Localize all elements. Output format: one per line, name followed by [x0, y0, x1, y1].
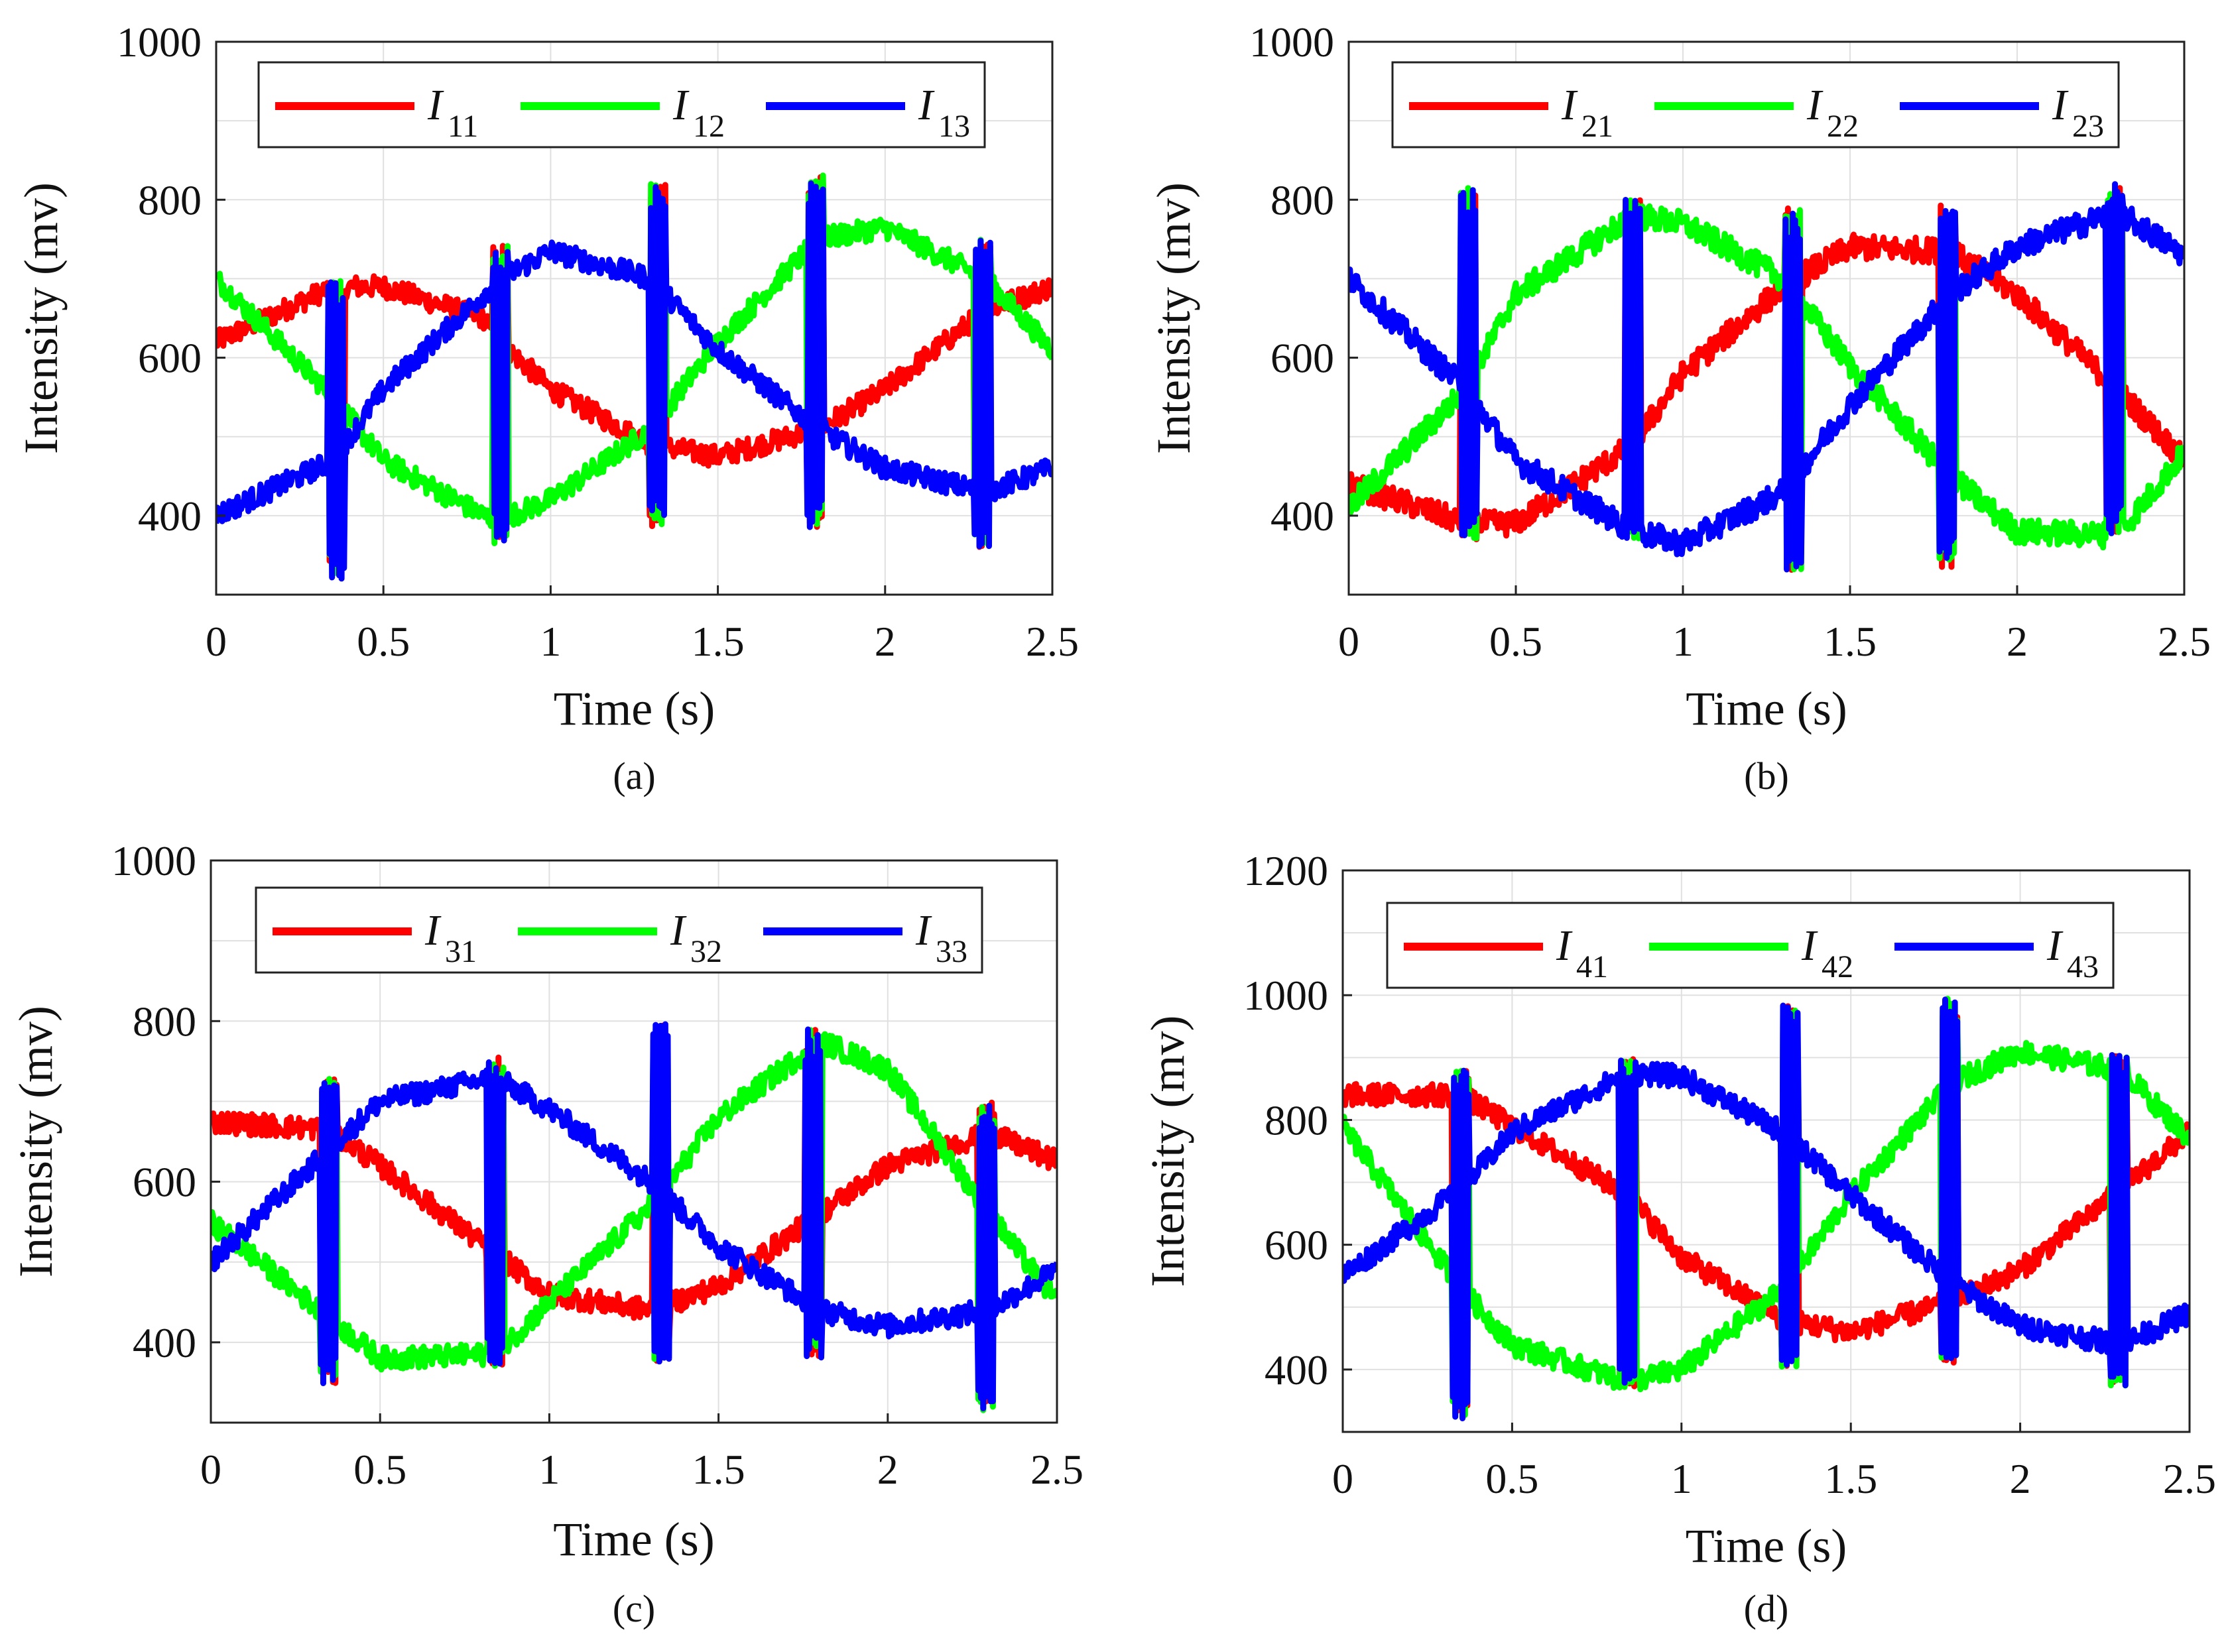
legend-subscript: 42 [1822, 949, 1853, 984]
legend-subscript: 31 [445, 934, 477, 969]
series-line-I13 [216, 180, 1052, 582]
series-line-I33 [211, 1021, 1057, 1411]
y-tick-label: 800 [1270, 176, 1334, 223]
axes-frame [210, 859, 1058, 1424]
legend: I 31 I 32 I 33 [255, 886, 983, 974]
series-group [216, 172, 1052, 582]
y-tick-label: 1200 [1243, 847, 1328, 894]
x-axis-label: Time (s) [1686, 682, 1847, 735]
x-tick-label: 0 [200, 1446, 221, 1493]
chart-panel-a: 0 0.5 1 1.5 2 2.5 400 600 800 1000 Time (s) Intensi… [15, 19, 1079, 797]
legend-subscript: 33 [936, 934, 967, 969]
legend-subscript: 11 [448, 109, 478, 144]
x-tick-label: 1 [1671, 1455, 1692, 1502]
y-tick-label: 400 [138, 493, 202, 540]
x-tick-label: 1.5 [1824, 1455, 1877, 1502]
x-tick-label: 2 [2010, 1455, 2031, 1502]
x-tick-label: 2.5 [1026, 618, 1079, 665]
y-tick-label: 400 [1270, 493, 1334, 540]
y-axis-label: Intensity (mv) [15, 182, 68, 454]
x-tick-label: 1.5 [1824, 618, 1877, 665]
y-tick-label: 600 [1270, 335, 1334, 382]
chart-panel-b: 0 0.5 1 1.5 2 2.5 400 600 800 1000 Time (s) Intensi… [1147, 19, 2211, 797]
y-tick-label: 600 [133, 1159, 196, 1206]
x-tick-label: 0 [1338, 618, 1359, 665]
y-tick-label: 800 [1265, 1096, 1328, 1144]
x-tick-label: 2.5 [2158, 618, 2211, 665]
legend-subscript: 22 [1827, 109, 1859, 144]
legend-subscript: 21 [1581, 109, 1613, 144]
series-group [1343, 996, 2190, 1421]
x-tick-label: 2.5 [1030, 1446, 1083, 1493]
legend: I 41 I 42 I 43 [1386, 902, 2115, 989]
x-tick-label: 1.5 [692, 618, 745, 665]
x-tick-label: 0.5 [1485, 1455, 1538, 1502]
series-line-I12 [216, 172, 1052, 577]
y-axis-label: Intensity (mv) [1147, 182, 1200, 454]
x-tick-label: 0.5 [357, 618, 410, 665]
x-tick-label: 2 [2007, 618, 2028, 665]
axes-frame [215, 40, 1054, 596]
y-tick-label: 1000 [117, 19, 202, 66]
y-tick-label: 1000 [1243, 972, 1328, 1019]
legend-subscript: 32 [690, 934, 722, 969]
panel-caption: (a) [613, 754, 655, 797]
x-tick-label: 2 [877, 1446, 898, 1493]
y-tick-label: 1000 [1249, 19, 1334, 66]
x-tick-label: 0 [1332, 1455, 1353, 1502]
y-axis-label: Intensity (mv) [1141, 1016, 1194, 1287]
panel-caption: (c) [613, 1587, 655, 1630]
series-group [211, 1021, 1057, 1413]
legend: I 11 I 12 I 13 [257, 61, 986, 148]
y-tick-label: 800 [138, 176, 202, 223]
y-tick-label: 400 [133, 1319, 196, 1366]
y-tick-label: 600 [1265, 1222, 1328, 1269]
legend-subscript: 41 [1576, 949, 1608, 984]
series-group [1349, 181, 2184, 573]
y-tick-label: 600 [138, 335, 202, 382]
legend-label-I41: I 41 [1556, 921, 1608, 984]
chart-panel-d: 0 0.5 1 1.5 2 2.5 400 600 800 1000 1200 Time (s) Int… [1141, 847, 2216, 1630]
x-tick-label: 2 [875, 618, 896, 665]
series-line-I23 [1349, 181, 2184, 573]
panel-caption: (d) [1744, 1587, 1789, 1630]
legend: I 21 I 22 I 23 [1391, 61, 2120, 148]
chart-panel-c: 0 0.5 1 1.5 2 2.5 400 600 800 1000 Time (s) Intensi… [9, 837, 1083, 1630]
legend-subscript: 23 [2072, 109, 2104, 144]
legend-subscript: 12 [693, 109, 725, 144]
legend-subscript: 43 [2067, 949, 2099, 984]
x-axis-label: Time (s) [554, 682, 715, 735]
y-tick-label: 800 [133, 998, 196, 1045]
y-tick-label: 400 [1265, 1346, 1328, 1393]
x-tick-label: 1.5 [692, 1446, 745, 1493]
x-tick-label: 2.5 [2163, 1455, 2216, 1502]
axes-frame [1347, 40, 2186, 596]
series-line-I43 [1343, 996, 2190, 1421]
series-line-I32 [211, 1026, 1057, 1413]
y-tick-label: 1000 [111, 837, 196, 884]
legend-subscript: 13 [938, 109, 970, 144]
x-tick-label: 0 [206, 618, 227, 665]
x-tick-label: 1 [540, 618, 561, 665]
y-axis-label: Intensity (mv) [9, 1006, 62, 1277]
series-line-I31 [211, 1022, 1057, 1405]
axes-frame [1341, 869, 2191, 1433]
x-tick-label: 0.5 [353, 1446, 406, 1493]
x-axis-label: Time (s) [1686, 1519, 1847, 1572]
x-tick-label: 1 [1672, 618, 1694, 665]
x-tick-label: 1 [538, 1446, 560, 1493]
series-line-I42 [1343, 996, 2190, 1418]
x-tick-label: 0.5 [1489, 618, 1542, 665]
panel-caption: (b) [1744, 754, 1789, 797]
x-axis-label: Time (s) [553, 1513, 714, 1566]
series-line-I21 [1349, 185, 2184, 573]
series-line-I22 [1349, 185, 2184, 573]
